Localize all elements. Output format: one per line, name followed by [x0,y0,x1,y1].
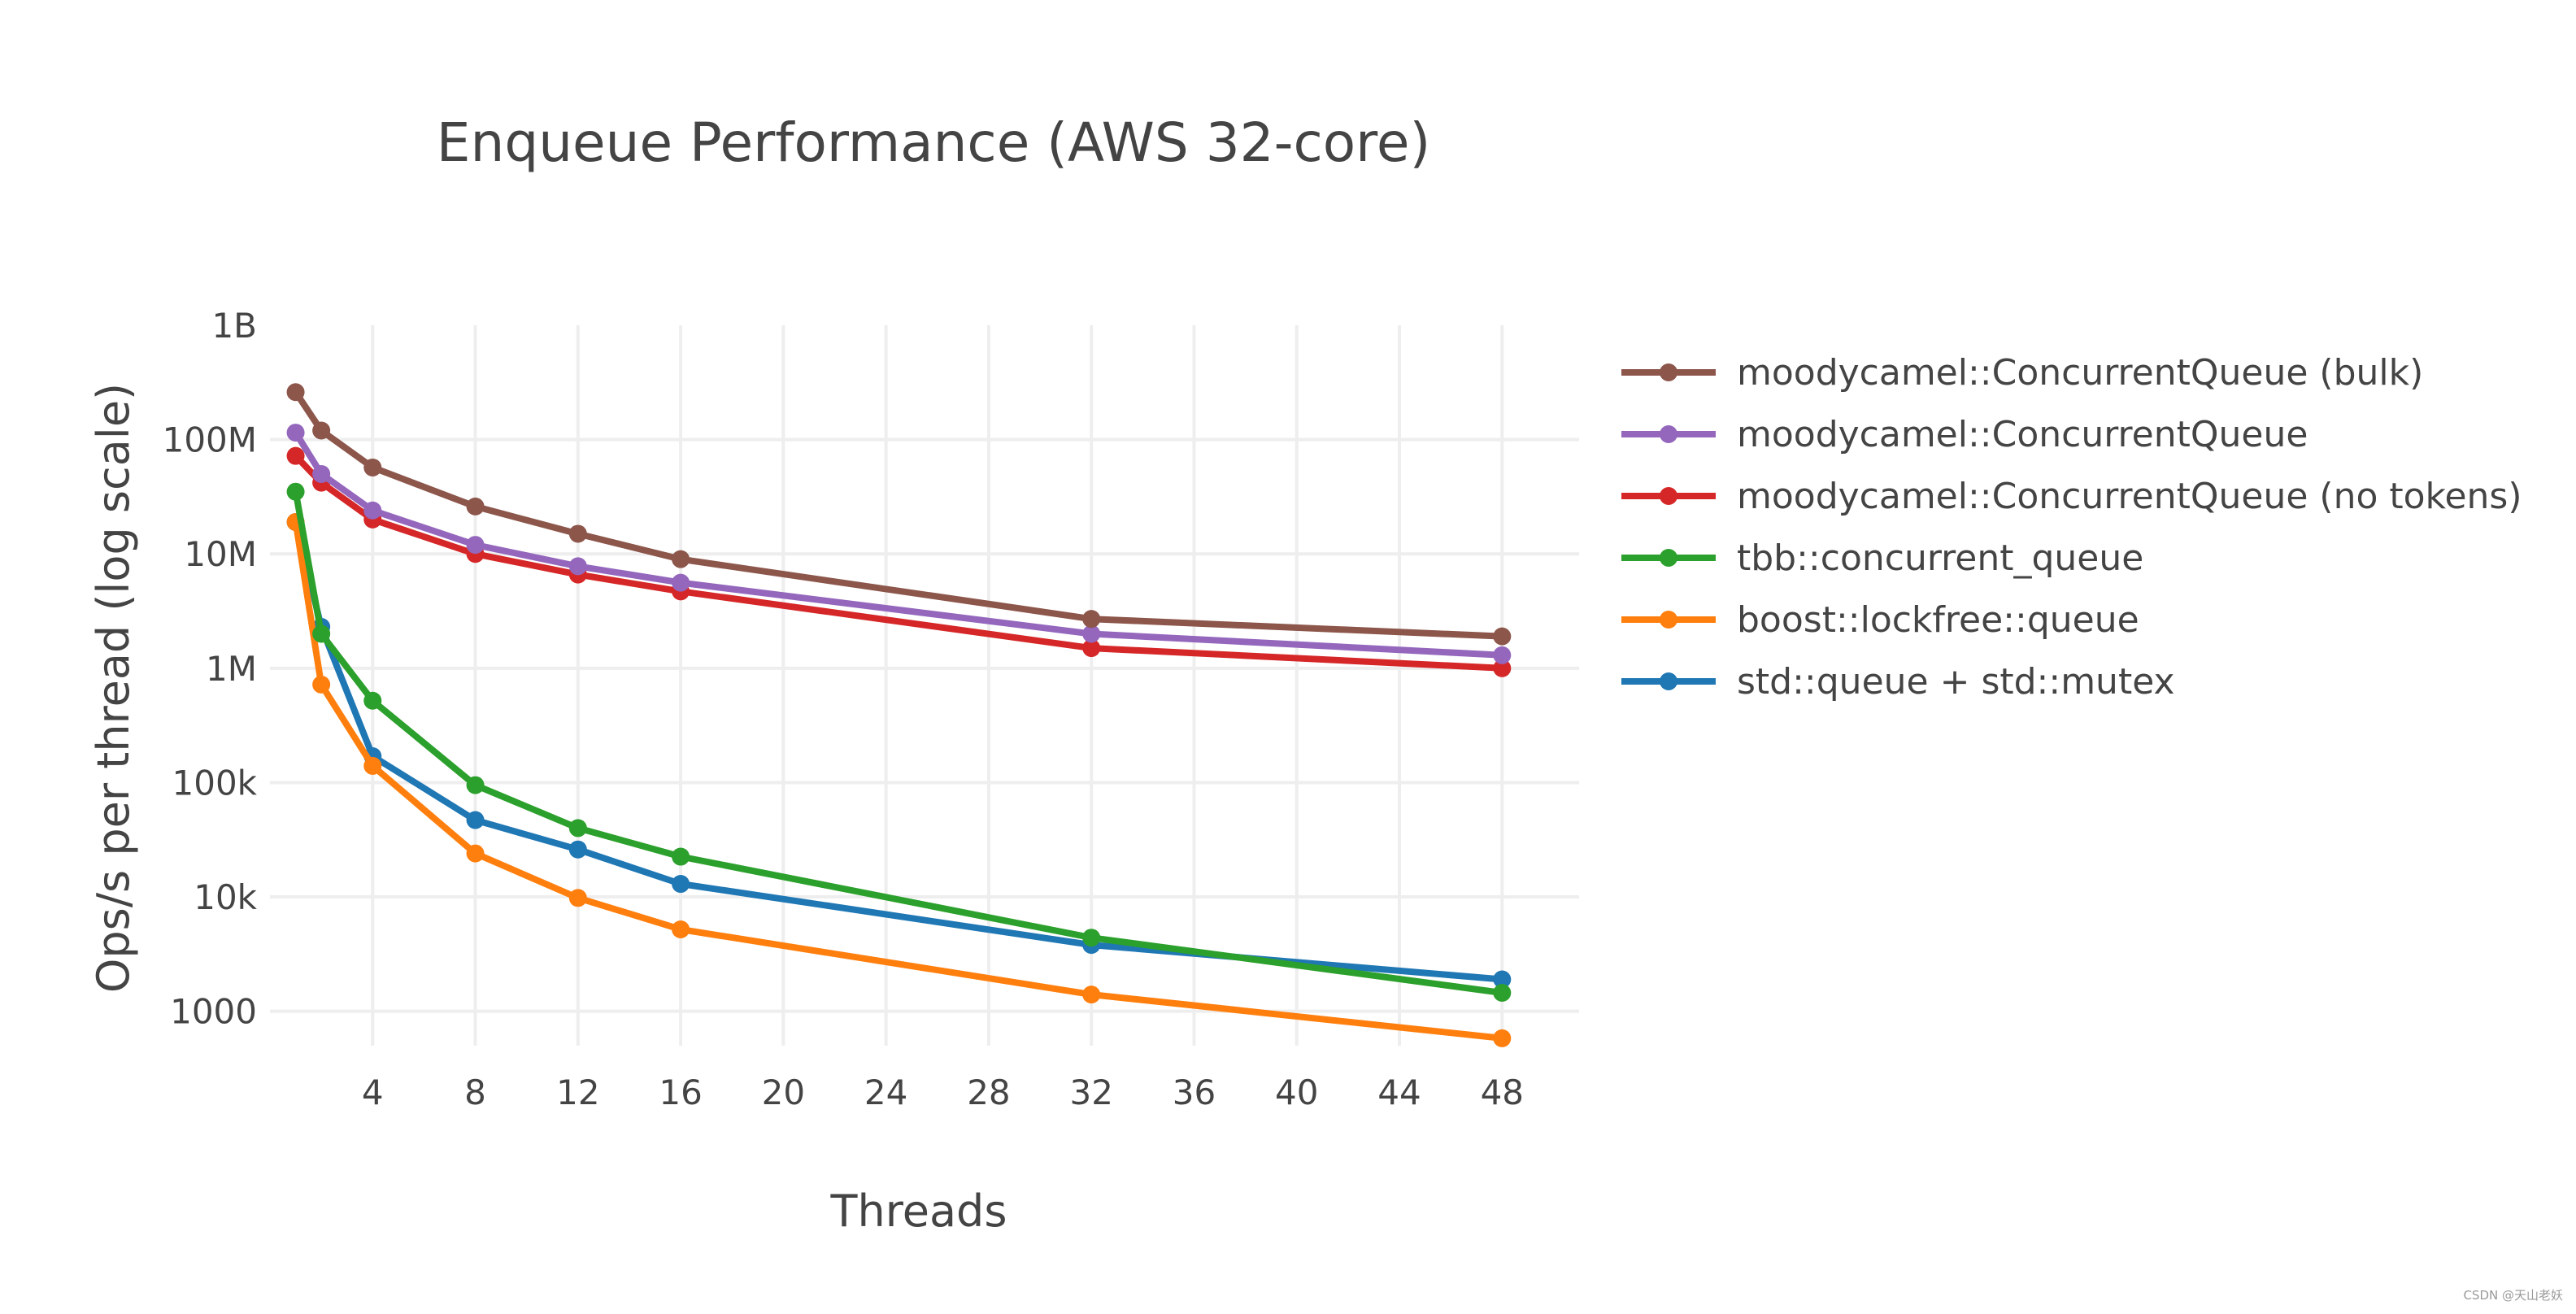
legend-item[interactable]: moodycamel::ConcurrentQueue [1621,414,2308,455]
x-tick-label: 4 [362,1073,384,1112]
data-point [1493,1029,1512,1047]
data-point [1493,646,1512,664]
data-point [286,482,305,501]
series-layer [286,383,1512,1047]
data-point [466,844,485,863]
data-point [466,776,485,794]
series-line [292,452,1506,672]
data-point [466,497,485,516]
y-tick-label: 1B [211,306,257,346]
legend-label: std::queue + std::mutex [1737,661,2175,703]
data-point [286,446,305,465]
y-tick-label: 10M [184,534,257,574]
x-tick-label: 20 [762,1073,805,1112]
data-point [363,756,382,775]
data-point [286,383,305,402]
legend-swatch-marker [1660,549,1677,567]
data-point [1082,624,1101,643]
data-point [1082,985,1101,1004]
series-line [292,519,1506,1042]
data-point [363,458,382,476]
data-point [363,691,382,710]
chart-title: Enqueue Performance (AWS 32-core) [437,111,1430,174]
grid [270,325,1579,1046]
data-point [286,424,305,442]
legend: moodycamel::ConcurrentQueue (bulk)moodyc… [1621,352,2522,703]
data-point [1493,970,1512,989]
x-tick-label: 12 [556,1073,599,1112]
y-tick-label: 1M [206,649,257,689]
data-point [568,524,587,543]
legend-label: moodycamel::ConcurrentQueue (bulk) [1737,352,2423,394]
legend-item[interactable]: moodycamel::ConcurrentQueue (no tokens) [1621,476,2522,517]
data-point [672,550,690,568]
data-point [1493,659,1512,677]
series-line [292,488,1506,996]
series-line [292,389,1506,640]
series-5 [286,513,1512,989]
y-axis-title: Ops/s per thread (log scale) [88,383,139,993]
series-line [292,429,1506,659]
series-2 [286,446,1512,677]
x-tick-label: 32 [1069,1073,1112,1112]
data-point [672,875,690,894]
legend-item[interactable]: moodycamel::ConcurrentQueue (bulk) [1621,352,2423,394]
data-point [1493,627,1512,646]
legend-swatch-marker [1660,487,1677,505]
legend-swatch-marker [1660,363,1677,381]
data-point [672,573,690,592]
legend-label: tbb::concurrent_queue [1737,537,2143,579]
data-point [1082,639,1101,658]
y-tick-label: 10k [194,877,257,917]
data-point [672,847,690,866]
data-point [466,811,485,829]
data-point [672,920,690,938]
y-tick-label: 1000 [170,992,257,1032]
x-tick-label: 8 [464,1073,486,1112]
data-point [1493,983,1512,1002]
legend-swatch-marker [1660,611,1677,629]
data-point [568,889,587,907]
data-point [312,624,331,643]
data-point [568,557,587,576]
legend-label: moodycamel::ConcurrentQueue (no tokens) [1737,476,2522,517]
x-tick-label: 16 [659,1073,702,1112]
x-tick-label: 28 [967,1073,1010,1112]
legend-item[interactable]: tbb::concurrent_queue [1621,537,2143,579]
x-tick-label: 40 [1275,1073,1318,1112]
x-axis-ticks: 4 8 12 16 20 24 28 32 36 40 44 48 [362,1073,1524,1112]
series-4 [286,513,1512,1047]
y-tick-label: 100M [163,420,257,460]
data-point [1082,929,1101,947]
data-point [312,675,331,694]
data-point [312,421,331,440]
watermark: CSDN @天山老妖 [2463,1288,2563,1303]
series-3 [286,482,1512,1002]
series-0 [286,383,1512,646]
legend-item[interactable]: std::queue + std::mutex [1621,661,2175,703]
x-tick-label: 44 [1377,1073,1421,1112]
x-tick-label: 48 [1481,1073,1524,1112]
data-point [466,536,485,555]
series-1 [286,424,1512,664]
y-tick-label: 100k [172,763,258,803]
legend-item[interactable]: boost::lockfree::queue [1621,599,2139,641]
legend-label: boost::lockfree::queue [1737,599,2139,641]
legend-swatch-marker [1660,425,1677,443]
data-point [363,501,382,520]
x-tick-label: 24 [864,1073,907,1112]
y-axis-ticks: 1000 10k 100k 1M 10M 100M 1B [163,306,258,1032]
data-point [1082,610,1101,629]
legend-label: moodycamel::ConcurrentQueue [1737,414,2308,455]
x-tick-label: 36 [1173,1073,1216,1112]
x-axis-title: Threads [830,1186,1007,1237]
legend-swatch-marker [1660,672,1677,690]
data-point [568,819,587,838]
data-point [568,840,587,859]
data-point [312,464,331,483]
